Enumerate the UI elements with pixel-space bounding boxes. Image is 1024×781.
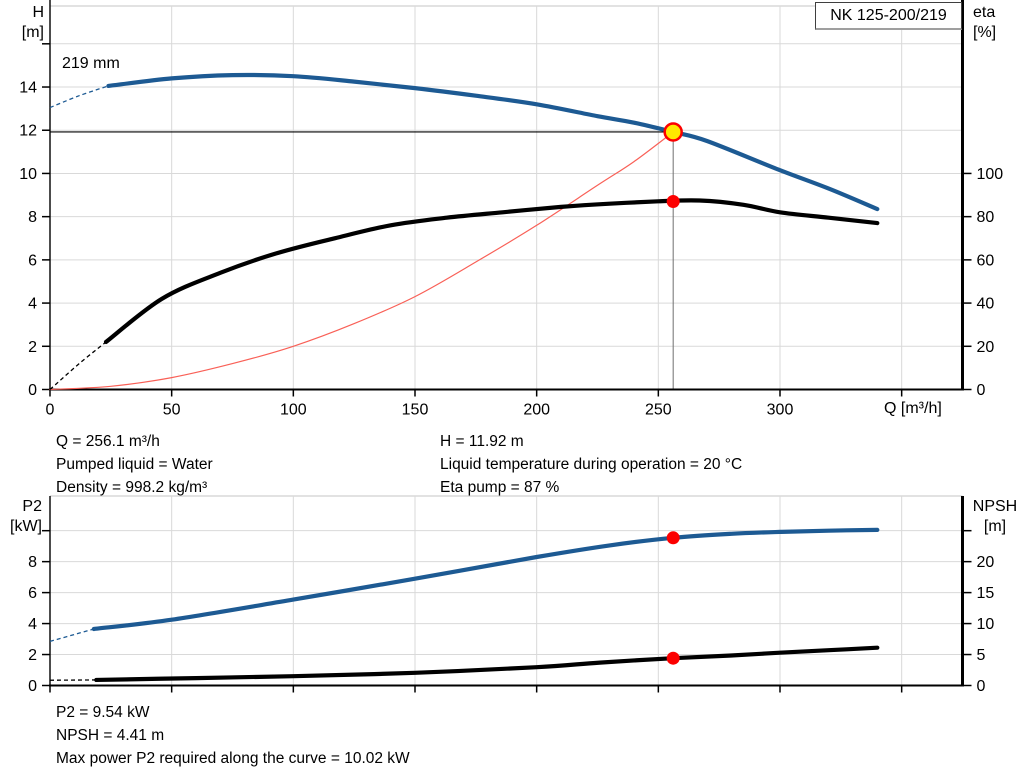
y2-tick-label: 15 (977, 585, 995, 602)
x-tick-label: 100 (280, 402, 307, 419)
y-tick-label: 6 (28, 252, 37, 269)
eta-curve (103, 198, 880, 345)
h-axis-label-symbol: H (32, 4, 44, 21)
y2-tick-label: 40 (977, 296, 995, 313)
result-annotations: P2 = 9.54 kW NPSH = 4.41 m Max power P2 … (56, 701, 410, 770)
p2-curve (91, 527, 880, 632)
npsh-axis-label-symbol: NPSH (972, 498, 1018, 515)
y2-tick-label: 60 (977, 252, 995, 269)
annotation-q: Q = 256.1 m³/h (56, 433, 160, 450)
p2-curve-dashed (49, 628, 94, 643)
impeller-curve-label: 219 mm (62, 55, 120, 72)
y-tick-label: 8 (28, 554, 37, 571)
y2-tick-label: 5 (977, 647, 986, 664)
system-curve (49, 131, 674, 391)
eta-axis-label: eta [%] (973, 3, 996, 43)
pump-type-box: NK 125-200/219 (815, 2, 962, 30)
y-tick-label: 12 (19, 123, 37, 140)
y2-tick-label: 0 (977, 678, 986, 695)
x-tick-label: 0 (46, 402, 55, 419)
h-axis-label: H [m] (2, 3, 44, 43)
eta-axis-label-symbol: eta (973, 4, 996, 21)
y-tick-label: 2 (28, 339, 37, 356)
p2-axis-label-unit: [kW] (10, 518, 42, 535)
y-tick-label: 0 (28, 678, 37, 695)
y-tick-label: 0 (28, 382, 37, 399)
npsh-axis-label-unit: [m] (983, 518, 1007, 535)
x-tick-label: 50 (163, 402, 181, 419)
annotation-p2: P2 = 9.54 kW (56, 704, 150, 721)
npsh-duty-marker (666, 651, 680, 665)
npsh-curve (94, 645, 880, 683)
eta-duty-marker (666, 195, 680, 209)
y-tick-label: 10 (19, 166, 37, 183)
y2-tick-label: 80 (977, 209, 995, 226)
y2-tick-label: 10 (977, 616, 995, 633)
head-curve-219mm-dashed (49, 85, 109, 109)
y2-tick-label: 20 (977, 554, 995, 571)
annotation-npsh: NPSH = 4.41 m (56, 727, 165, 744)
y-tick-label: 8 (28, 209, 37, 226)
p2-axis-label-symbol: P2 (22, 498, 42, 515)
head-curve-219mm (106, 72, 880, 212)
npsh-axis-label: NPSH [m] (966, 497, 1024, 537)
duty-annotations-left: Q = 256.1 m³/h Pumped liquid = Water Den… (56, 430, 213, 499)
duty-point-marker (663, 122, 683, 142)
annotation-liquid-temperature: Liquid temperature during operation = 20… (440, 456, 743, 473)
y-tick-label: 14 (19, 80, 37, 97)
p2-axis-label: P2 [kW] (0, 497, 42, 537)
h-axis-label-unit: [m] (21, 24, 44, 41)
p2-duty-marker (666, 531, 680, 545)
annotation-h: H = 11.92 m (440, 433, 524, 450)
eta-curve-dashed (49, 341, 107, 390)
duty-annotations-right: H = 11.92 m Liquid temperature during op… (440, 430, 742, 499)
y-tick-label: 4 (28, 616, 37, 633)
y2-tick-label: 20 (977, 339, 995, 356)
annotation-max-power: Max power P2 required along the curve = … (56, 750, 410, 767)
y-tick-label: 4 (28, 296, 37, 313)
y2-tick-label: 0 (977, 382, 986, 399)
x-tick-label: 300 (767, 402, 794, 419)
q-axis-label: Q [m³/h] (884, 400, 942, 417)
x-tick-label: 250 (645, 402, 672, 419)
annotation-pumped-liquid: Pumped liquid = Water (56, 456, 213, 473)
annotation-density: Density = 998.2 kg/m³ (56, 479, 208, 496)
annotation-eta-pump: Eta pump = 87 % (440, 479, 560, 496)
x-tick-label: 200 (523, 402, 550, 419)
x-tick-label: 150 (402, 402, 429, 419)
y2-tick-label: 100 (977, 166, 1004, 183)
y-tick-label: 2 (28, 647, 37, 664)
eta-axis-label-unit: [%] (973, 24, 997, 41)
y-tick-label: 6 (28, 585, 37, 602)
